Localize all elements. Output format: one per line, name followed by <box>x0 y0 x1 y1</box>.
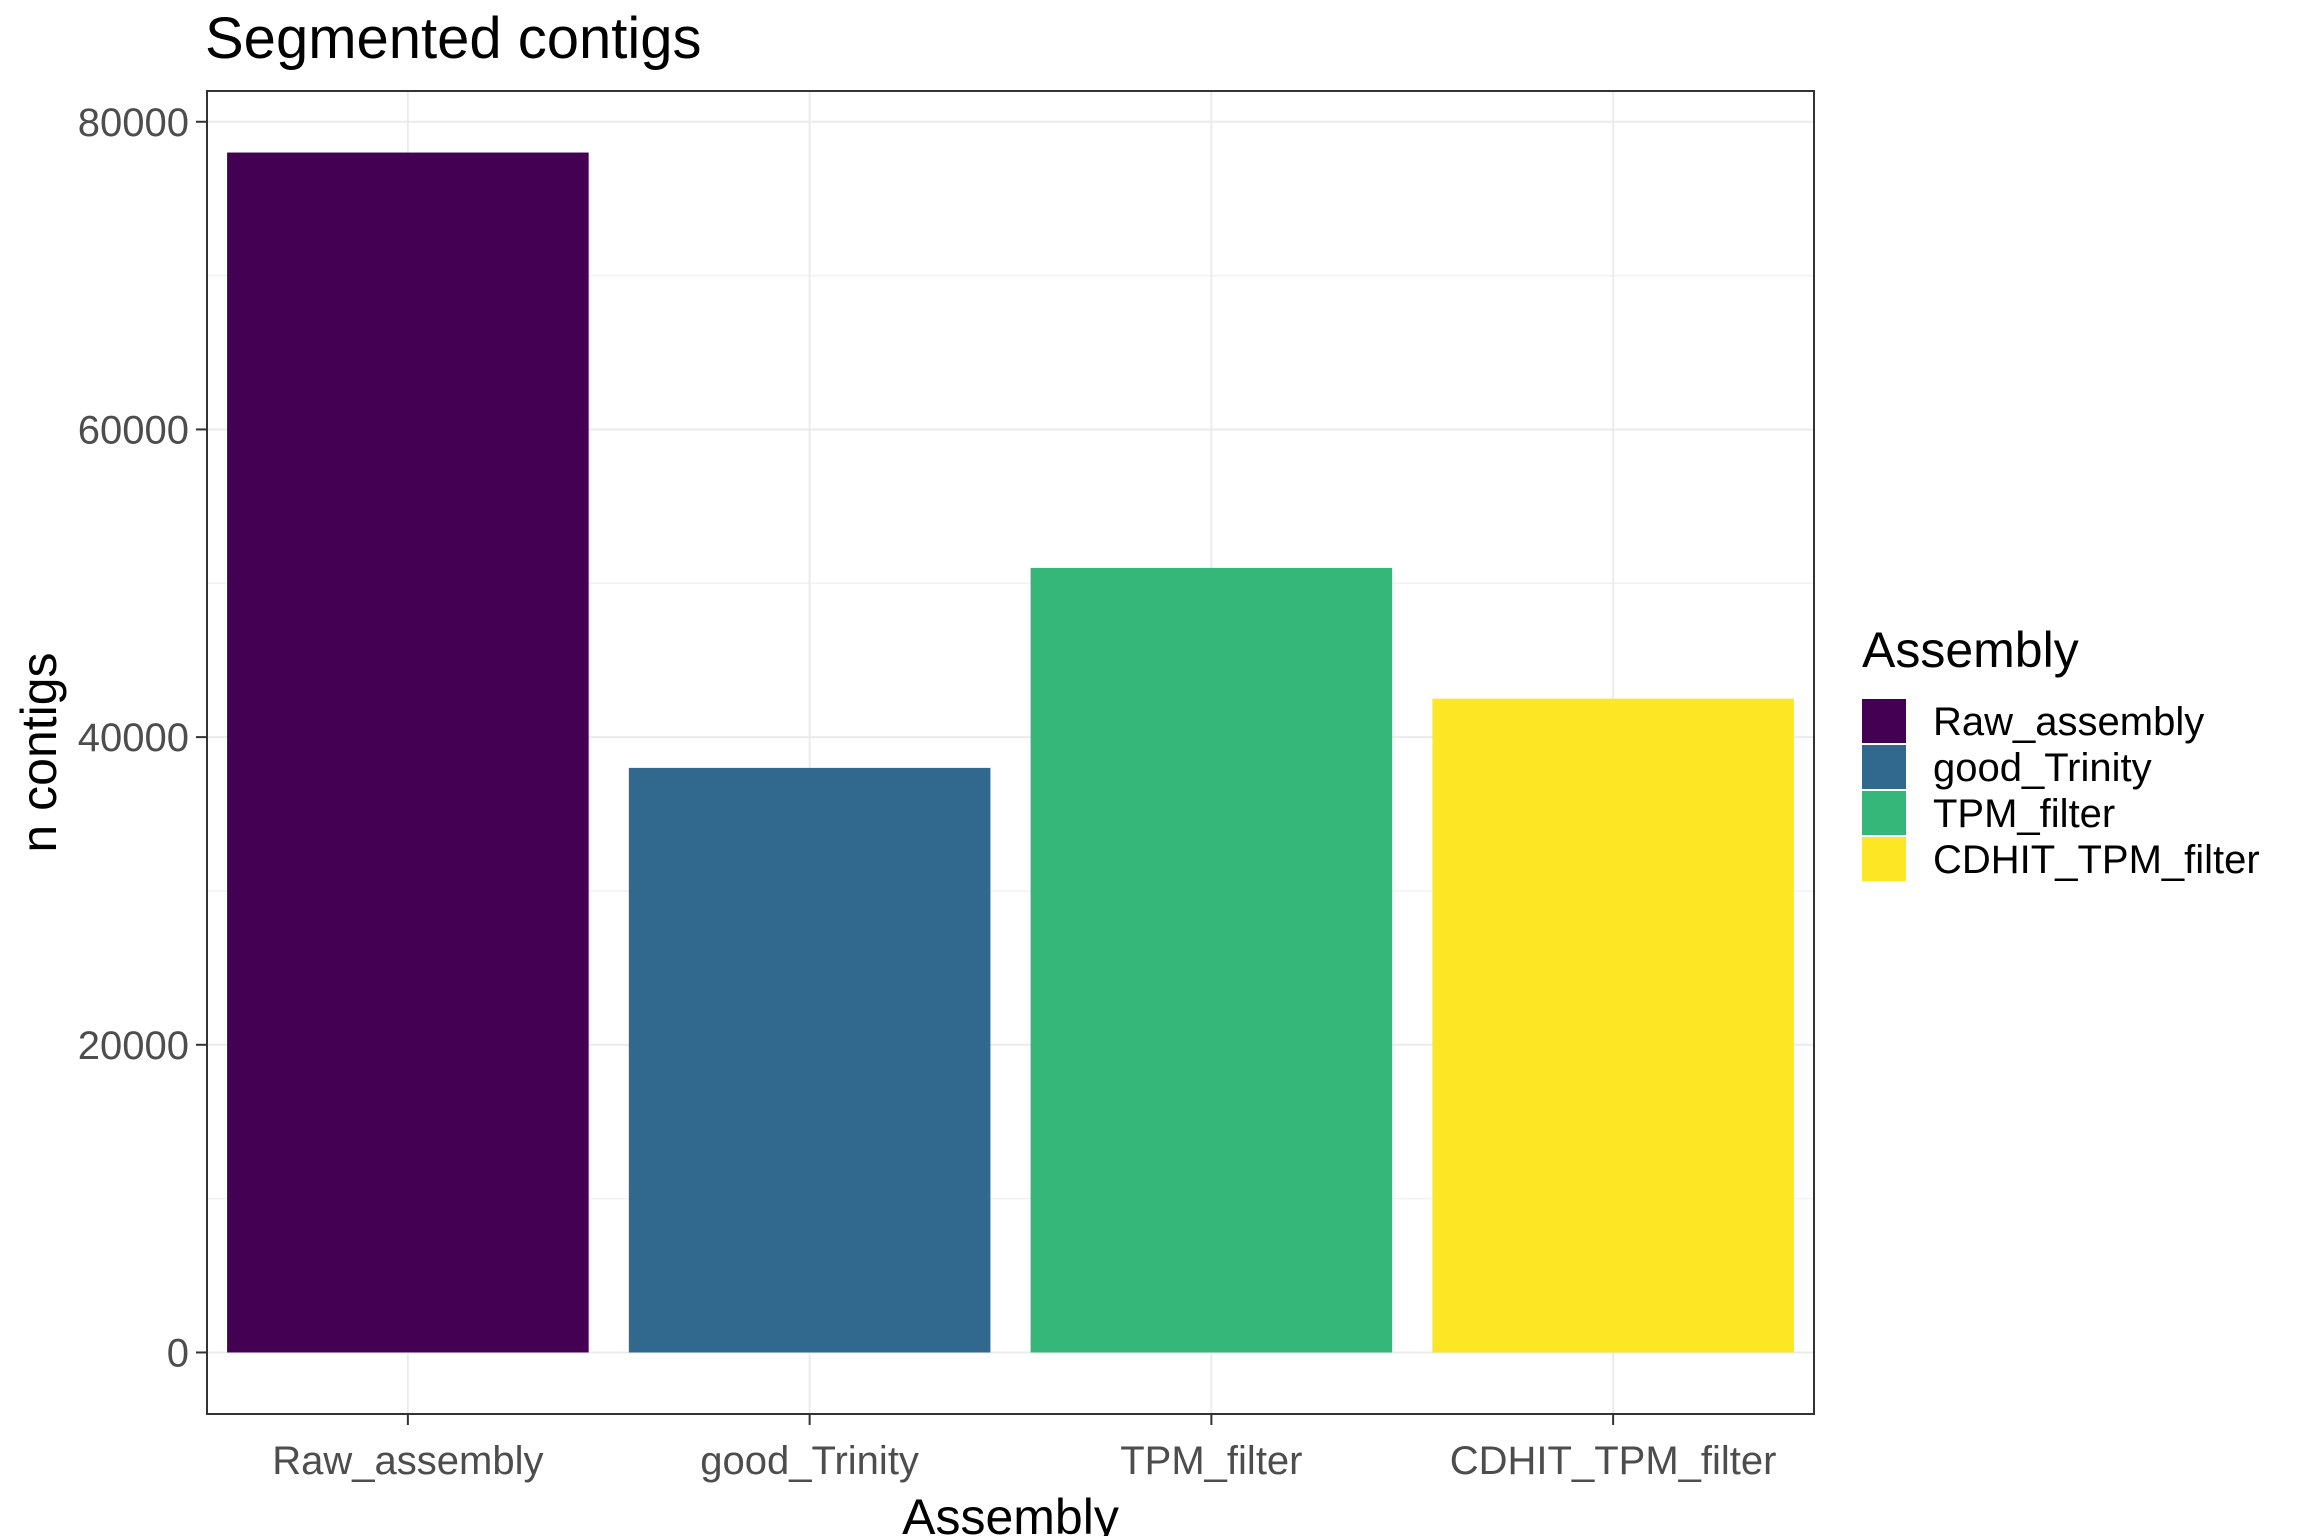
bar-cdhit-tpm-filter <box>1432 698 1794 1353</box>
bars <box>227 152 1794 1353</box>
x-axis-title: Assembly <box>902 1489 1119 1536</box>
legend-key-cdhit-tpm-filter <box>1862 837 1906 881</box>
legend-label: Raw_assembly <box>1933 700 2204 744</box>
legend-title: Assembly <box>1862 622 2079 678</box>
y-axis: 0 20000 40000 60000 80000 <box>78 101 207 1375</box>
y-tick-label: 40000 <box>78 716 189 760</box>
bar-good-trinity <box>628 767 991 1353</box>
legend-key-tpm-filter <box>1862 791 1906 835</box>
plot-panel-border <box>206 90 1815 1415</box>
x-tick-label: Raw_assembly <box>272 1439 543 1483</box>
legend-label: TPM_filter <box>1933 792 2115 836</box>
y-axis-title: n contigs <box>11 652 67 852</box>
bar-tpm-filter <box>1030 567 1393 1353</box>
x-tick-label: TPM_filter <box>1120 1439 1302 1483</box>
chart-title: Segmented contigs <box>205 6 702 71</box>
legend: Assembly Raw_assemblygood_TrinityTPM_fil… <box>1862 622 2260 882</box>
y-tick-label: 20000 <box>78 1024 189 1068</box>
x-tick-label: CDHIT_TPM_filter <box>1450 1439 1777 1483</box>
y-tick-label: 60000 <box>78 408 189 452</box>
y-tick-label: 0 <box>167 1331 189 1375</box>
legend-items: Raw_assemblygood_TrinityTPM_filterCDHIT_… <box>1862 699 2260 882</box>
x-tick-label: good_Trinity <box>700 1439 919 1483</box>
legend-key-good-trinity <box>1862 745 1906 789</box>
bar-raw-assembly <box>227 152 589 1353</box>
legend-label: good_Trinity <box>1933 746 2152 790</box>
legend-label: CDHIT_TPM_filter <box>1933 838 2260 882</box>
x-axis: Raw_assembly good_Trinity TPM_filter CDHIT_… <box>272 1414 1776 1483</box>
y-tick-label: 80000 <box>78 101 189 145</box>
legend-key-raw-assembly <box>1862 699 1906 743</box>
